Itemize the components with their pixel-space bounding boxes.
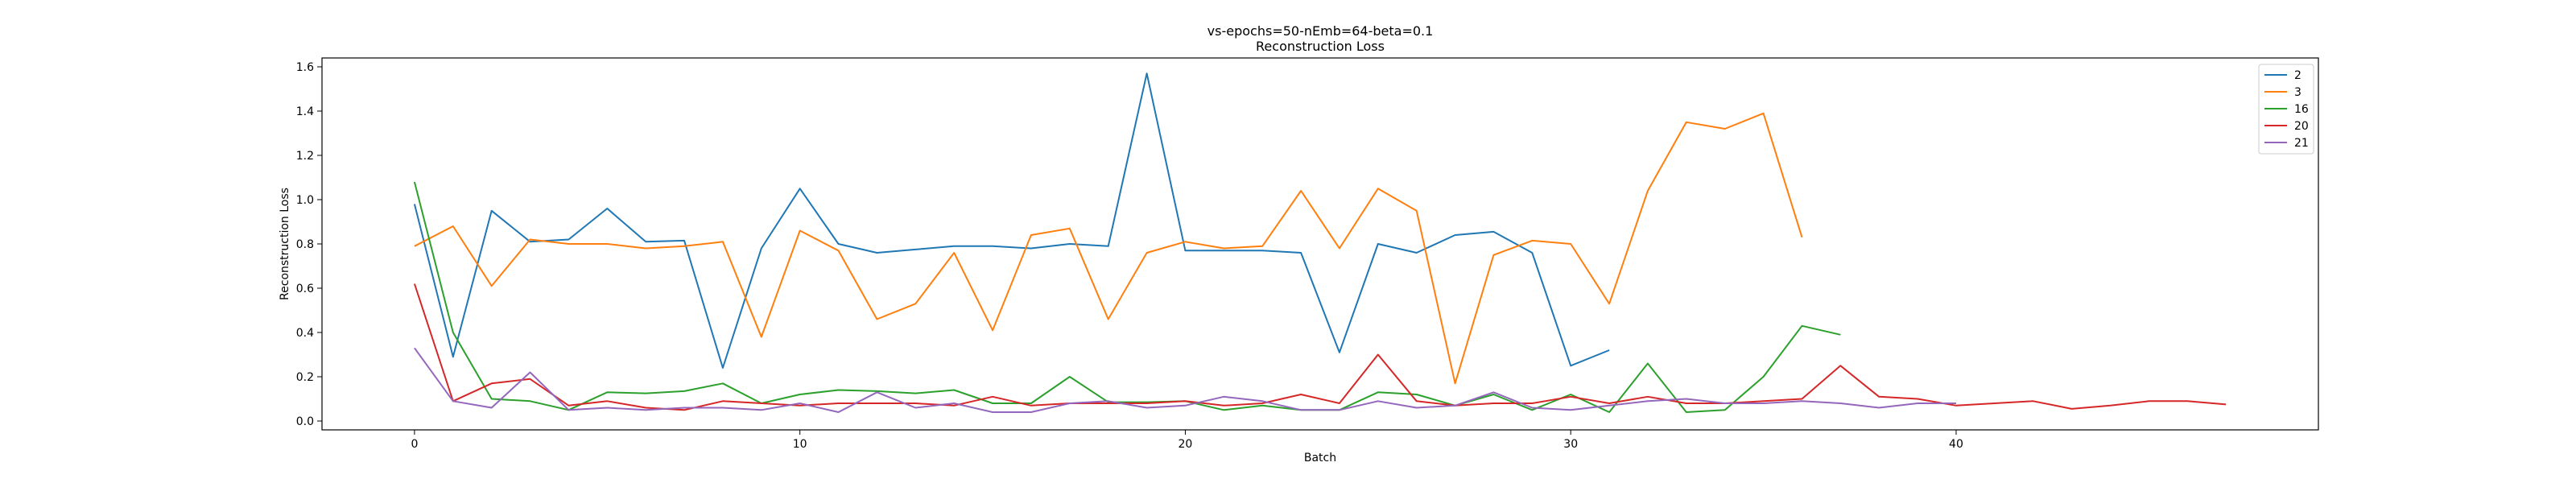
chart-title: vs-epochs=50-nEmb=64-beta=0.1: [1208, 23, 1434, 39]
x-tick-label: 0: [411, 438, 418, 451]
y-tick-label: 0.6: [296, 283, 314, 295]
legend-label-2: 2: [2294, 69, 2301, 82]
y-tick-label: 1.0: [296, 194, 314, 207]
chart-subtitle: Reconstruction Loss: [1256, 39, 1385, 54]
series-line-2: [413, 72, 1610, 369]
series-line-21: [414, 347, 1956, 413]
y-axis: 0.0 0.2 0.4 0.6 0.8 1.0 1.2 1.4 1.6: [296, 61, 322, 428]
series-line-16: [413, 181, 1841, 413]
series-line-20: [413, 283, 2227, 411]
y-tick-label: 1.2: [296, 150, 314, 163]
y-tick-label: 1.4: [296, 105, 314, 118]
y-tick-label: 1.6: [296, 61, 314, 74]
legend-label-20: 20: [2294, 120, 2309, 133]
x-tick-label: 30: [1563, 438, 1578, 451]
y-tick-label: 0.0: [296, 415, 314, 428]
series-layer: [413, 72, 2227, 413]
legend-label-3: 3: [2294, 86, 2301, 99]
x-axis: 0 10 20 30 40: [411, 430, 1963, 451]
legend: 2 3 16 20 21: [2258, 64, 2314, 155]
legend-label-21: 21: [2294, 137, 2309, 150]
y-tick-label: 0.8: [296, 238, 314, 251]
y-tick-label: 0.4: [296, 327, 314, 340]
y-axis-label: Reconstruction Loss: [279, 188, 291, 300]
series-line-3: [414, 112, 1803, 385]
x-tick-label: 20: [1179, 438, 1193, 451]
legend-label-16: 16: [2294, 103, 2309, 116]
y-tick-label: 0.2: [296, 371, 314, 384]
x-tick-label: 40: [1949, 438, 1963, 451]
x-tick-label: 10: [793, 438, 807, 451]
x-axis-label: Batch: [1304, 452, 1336, 464]
